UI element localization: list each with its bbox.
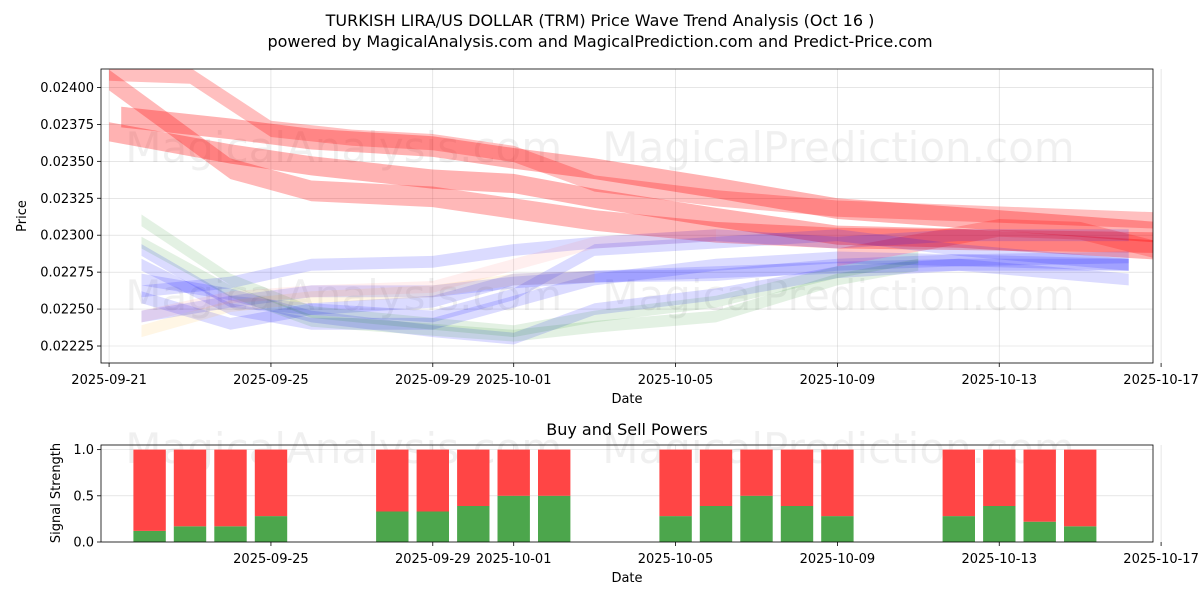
buy-bar bbox=[942, 516, 975, 542]
sell-bar bbox=[538, 449, 571, 496]
buy-bar bbox=[376, 511, 409, 542]
orange-wave-1-band bbox=[141, 270, 595, 338]
buy-bar bbox=[983, 506, 1016, 542]
signal-x-tick-label: 2025-10-17 bbox=[1123, 552, 1199, 567]
price-y-tick-label: 0.02275 bbox=[40, 266, 94, 281]
sell-bar bbox=[659, 449, 692, 517]
price-x-tick-label: 2025-09-25 bbox=[233, 373, 309, 388]
signal-axes-frame bbox=[100, 444, 1154, 543]
sell-bar bbox=[942, 449, 975, 517]
price-x-ticks: 2025-09-21 2025-09-25 2025-09-29 2025-10-01… bbox=[71, 363, 1199, 388]
signal-x-ticks: 2025-09-25 2025-09-29 2025-10-01 2025-10-05… bbox=[233, 542, 1199, 567]
price-watermark: MagicalAnalysis.com MagicalPrediction.co… bbox=[125, 123, 1074, 172]
sell-bar bbox=[780, 449, 814, 506]
blue-wave-3-band bbox=[141, 258, 1129, 323]
chart-title: TURKISH LIRA/US DOLLAR (TRM) Price Wave … bbox=[325, 11, 875, 30]
price-x-tick-label: 2025-10-17 bbox=[1123, 373, 1199, 388]
price-grid bbox=[101, 69, 1162, 363]
price-y-tick-label: 0.02400 bbox=[40, 81, 94, 96]
price-x-label: Date bbox=[611, 392, 642, 407]
price-x-tick-label: 2025-10-13 bbox=[961, 373, 1037, 388]
buy-bar bbox=[1064, 526, 1097, 542]
sell-bar bbox=[1064, 449, 1097, 527]
signal-x-tick-label: 2025-10-01 bbox=[476, 552, 552, 567]
blue-wave-1-band bbox=[141, 229, 1129, 298]
sell-bar bbox=[254, 449, 288, 517]
sell-bar bbox=[699, 449, 733, 506]
blue-wave-6-band bbox=[141, 229, 1129, 323]
chart-subtitle: powered by MagicalAnalysis.com and Magic… bbox=[267, 32, 932, 51]
signal-x-tick-label: 2025-10-09 bbox=[800, 552, 876, 567]
signal-y-tick-label: 0.0 bbox=[73, 536, 94, 551]
price-y-tick-label: 0.02375 bbox=[40, 118, 94, 133]
price-y-tick-label: 0.02250 bbox=[40, 303, 94, 318]
signal-x-tick-label: 2025-09-25 bbox=[233, 552, 309, 567]
red-wave-2-band bbox=[109, 122, 1153, 260]
signal-y-tick-label: 0.5 bbox=[73, 489, 94, 504]
signal-x-tick-label: 2025-10-05 bbox=[638, 552, 714, 567]
blue-wave-4-band bbox=[141, 251, 1129, 330]
signal-x-tick-label: 2025-09-29 bbox=[395, 552, 471, 567]
signal-y-ticks: 0.0 0.5 1.0 bbox=[73, 443, 101, 551]
signal-x-label: Date bbox=[611, 571, 642, 586]
price-x-tick-label: 2025-09-29 bbox=[395, 373, 471, 388]
signal-y-tick-label: 1.0 bbox=[73, 443, 94, 458]
red-wave-4-band bbox=[109, 69, 1153, 229]
pink-wave-1-band bbox=[141, 229, 716, 323]
buy-bar bbox=[457, 506, 490, 542]
sell-bar bbox=[821, 449, 854, 517]
price-x-tick-label: 2025-10-09 bbox=[800, 373, 876, 388]
blue-wave-5-band bbox=[141, 258, 1129, 345]
sell-bar bbox=[983, 449, 1016, 506]
buy-bar bbox=[497, 495, 530, 542]
sell-bar bbox=[173, 449, 207, 527]
sell-bar bbox=[457, 449, 490, 506]
signal-bars bbox=[133, 449, 1097, 542]
price-panel: MagicalAnalysis.com MagicalPrediction.co… bbox=[15, 68, 1199, 407]
price-x-tick-label: 2025-10-05 bbox=[638, 373, 714, 388]
price-y-label: Price bbox=[15, 200, 30, 232]
sell-bar bbox=[133, 449, 166, 531]
buy-bar bbox=[821, 516, 854, 542]
buy-bar bbox=[254, 516, 288, 542]
signal-y-label: Signal Strength bbox=[49, 443, 64, 543]
price-axes-frame bbox=[100, 68, 1154, 364]
green-wave-2-band bbox=[141, 236, 919, 342]
sell-bar bbox=[214, 449, 247, 527]
red-wave-1-band bbox=[109, 69, 1153, 253]
sell-bar bbox=[497, 449, 530, 496]
price-y-tick-label: 0.02350 bbox=[40, 155, 94, 170]
buy-bar bbox=[133, 530, 166, 542]
buy-bar bbox=[780, 506, 814, 542]
buy-bar bbox=[1023, 521, 1056, 542]
price-x-tick-label: 2025-10-01 bbox=[476, 373, 552, 388]
buy-bar bbox=[416, 511, 449, 542]
sell-bar bbox=[376, 449, 409, 512]
price-y-tick-label: 0.02225 bbox=[40, 340, 94, 355]
buy-bar bbox=[740, 495, 773, 542]
signal-title: Buy and Sell Powers bbox=[546, 420, 708, 439]
buy-bar bbox=[538, 495, 571, 542]
buy-bar bbox=[214, 526, 247, 542]
red-wave-5-band bbox=[837, 219, 1153, 267]
price-y-tick-label: 0.02300 bbox=[40, 229, 94, 244]
price-wave-bands bbox=[109, 69, 1153, 345]
price-watermark-lower: MagicalAnalysis.com MagicalPrediction.co… bbox=[125, 271, 1074, 320]
sell-bar bbox=[416, 449, 449, 512]
buy-bar bbox=[173, 526, 207, 542]
price-x-tick-label: 2025-09-21 bbox=[71, 373, 147, 388]
buy-bar bbox=[659, 516, 692, 542]
blue-wave-2-band bbox=[141, 251, 1129, 330]
price-y-ticks: 0.02225 0.02250 0.02275 0.02300 0.02325 0.023… bbox=[40, 81, 101, 355]
price-y-tick-label: 0.02325 bbox=[40, 192, 94, 207]
signal-panel: Buy and Sell Powers MagicalAnalysis.com … bbox=[49, 420, 1199, 586]
signal-x-tick-label: 2025-10-13 bbox=[961, 552, 1037, 567]
sell-bar bbox=[740, 449, 773, 496]
red-wave-3-band bbox=[121, 106, 1153, 243]
sell-bar bbox=[1023, 449, 1056, 522]
buy-bar bbox=[699, 506, 733, 542]
